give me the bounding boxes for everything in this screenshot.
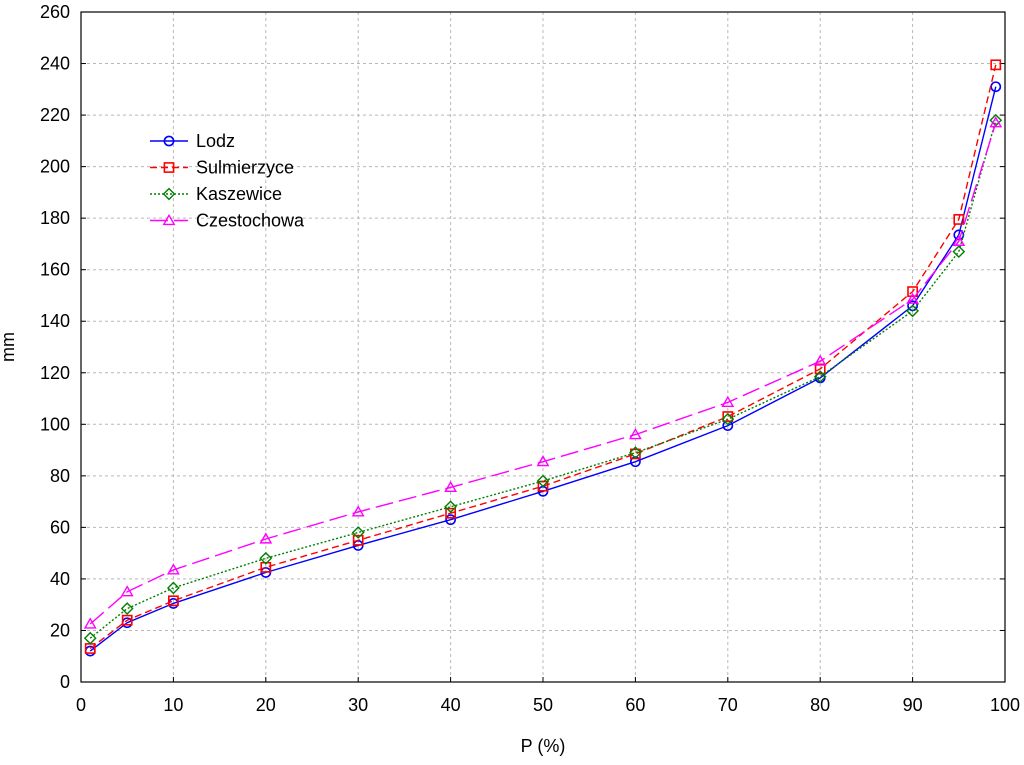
- data-point-czestochowa: [906, 292, 920, 304]
- data-point-czestochowa: [83, 617, 97, 629]
- y-axis-title: mm: [0, 332, 18, 362]
- data-point-sulmierzyce: [722, 411, 734, 422]
- plot-area-frame: [80, 11, 1006, 683]
- data-point-czestochowa: [721, 395, 735, 408]
- data-point-czestochowa: [259, 532, 273, 544]
- data-point-kaszewice: [906, 304, 919, 318]
- y-tick-label: 120: [40, 363, 70, 383]
- data-point-sulmierzyce: [907, 286, 918, 297]
- series-line-sulmierzyce: [89, 64, 997, 650]
- data-point-kaszewice: [721, 412, 735, 426]
- x-tick-label: 50: [533, 695, 553, 715]
- y-tick-label: 200: [40, 157, 70, 177]
- legend-marker-kaszewice: [162, 187, 176, 201]
- x-tick-label: 80: [810, 695, 830, 715]
- data-point-kaszewice: [120, 602, 134, 615]
- data-point-kaszewice: [444, 500, 457, 514]
- series-line-kaszewice: [89, 120, 997, 639]
- y-tick-label: 60: [50, 517, 70, 537]
- data-point-czestochowa: [444, 480, 458, 493]
- data-point-kaszewice: [351, 526, 365, 539]
- y-tick-label: 140: [40, 311, 70, 331]
- data-point-czestochowa: [166, 563, 180, 575]
- x-tick-label: 60: [625, 695, 645, 715]
- data-point-sulmierzyce: [352, 534, 364, 546]
- x-tick-label: 100: [990, 695, 1020, 715]
- data-point-sulmierzyce: [121, 614, 133, 626]
- legend-label-czestochowa: Czestochowa: [196, 211, 305, 231]
- data-point-sulmierzyce: [814, 363, 826, 375]
- data-point-kaszewice: [536, 474, 550, 488]
- data-point-sulmierzyce: [953, 214, 965, 225]
- data-point-czestochowa: [989, 116, 1003, 128]
- y-tick-label: 80: [50, 466, 70, 486]
- data-point-kaszewice: [259, 551, 273, 565]
- y-tick-label: 220: [40, 105, 70, 125]
- data-point-kaszewice: [167, 581, 180, 595]
- series-kaszewice: [83, 113, 1003, 645]
- data-point-sulmierzyce: [990, 59, 1002, 71]
- y-tick-label: 160: [40, 260, 70, 280]
- series-group: [83, 59, 1003, 657]
- x-tick-label: 90: [903, 695, 923, 715]
- x-tick-label: 70: [718, 695, 738, 715]
- data-point-czestochowa: [813, 354, 827, 366]
- x-tick-label: 20: [256, 695, 276, 715]
- x-tick-label: 0: [76, 695, 86, 715]
- y-tick-label: 100: [40, 414, 70, 434]
- series-line-czestochowa: [89, 122, 997, 625]
- legend-item-kaszewice: Kaszewice: [150, 184, 282, 204]
- data-point-czestochowa: [120, 585, 134, 597]
- data-point-kaszewice: [989, 113, 1003, 127]
- data-point-kaszewice: [629, 446, 642, 460]
- data-point-lodz: [445, 514, 456, 526]
- data-point-sulmierzyce: [537, 480, 549, 492]
- data-point-sulmierzyce: [445, 507, 456, 519]
- data-point-kaszewice: [813, 370, 827, 384]
- axis-ticks: 0 10 20 30 40 50 60 70 80 90 100 0 20 40 60 80 100 120 140…: [40, 2, 1020, 715]
- grid: [81, 12, 1005, 682]
- legend-marker-sulmierzyce: [163, 162, 175, 173]
- x-tick-label: 30: [348, 695, 368, 715]
- legend-label-sulmierzyce: Sulmierzyce: [196, 158, 294, 178]
- legend-marker-lodz: [163, 135, 175, 147]
- y-tick-label: 240: [40, 54, 70, 74]
- y-tick-label: 20: [50, 620, 70, 640]
- y-tick-label: 0: [60, 672, 70, 692]
- legend: Lodz Sulmierzyce Kaszewice Czestochowa: [150, 131, 305, 231]
- legend-label-kaszewice: Kaszewice: [196, 184, 282, 204]
- y-tick-label: 260: [40, 2, 70, 22]
- data-point-kaszewice: [952, 245, 966, 259]
- series-czestochowa: [83, 116, 1003, 629]
- legend-marker-czestochowa: [162, 213, 176, 226]
- legend-item-czestochowa: Czestochowa: [150, 211, 305, 231]
- x-tick-label: 10: [163, 695, 183, 715]
- x-axis-title: P (%): [521, 736, 566, 756]
- x-tick-label: 40: [441, 695, 461, 715]
- data-point-kaszewice: [83, 631, 97, 645]
- y-tick-label: 40: [50, 569, 70, 589]
- legend-label-lodz: Lodz: [196, 131, 235, 151]
- data-point-czestochowa: [351, 505, 365, 517]
- data-point-czestochowa: [952, 234, 966, 246]
- legend-item-sulmierzyce: Sulmierzyce: [150, 158, 294, 178]
- data-point-sulmierzyce: [168, 595, 179, 607]
- y-tick-label: 180: [40, 208, 70, 228]
- legend-item-lodz: Lodz: [150, 131, 235, 151]
- data-point-czestochowa: [628, 428, 642, 440]
- data-point-czestochowa: [536, 455, 550, 467]
